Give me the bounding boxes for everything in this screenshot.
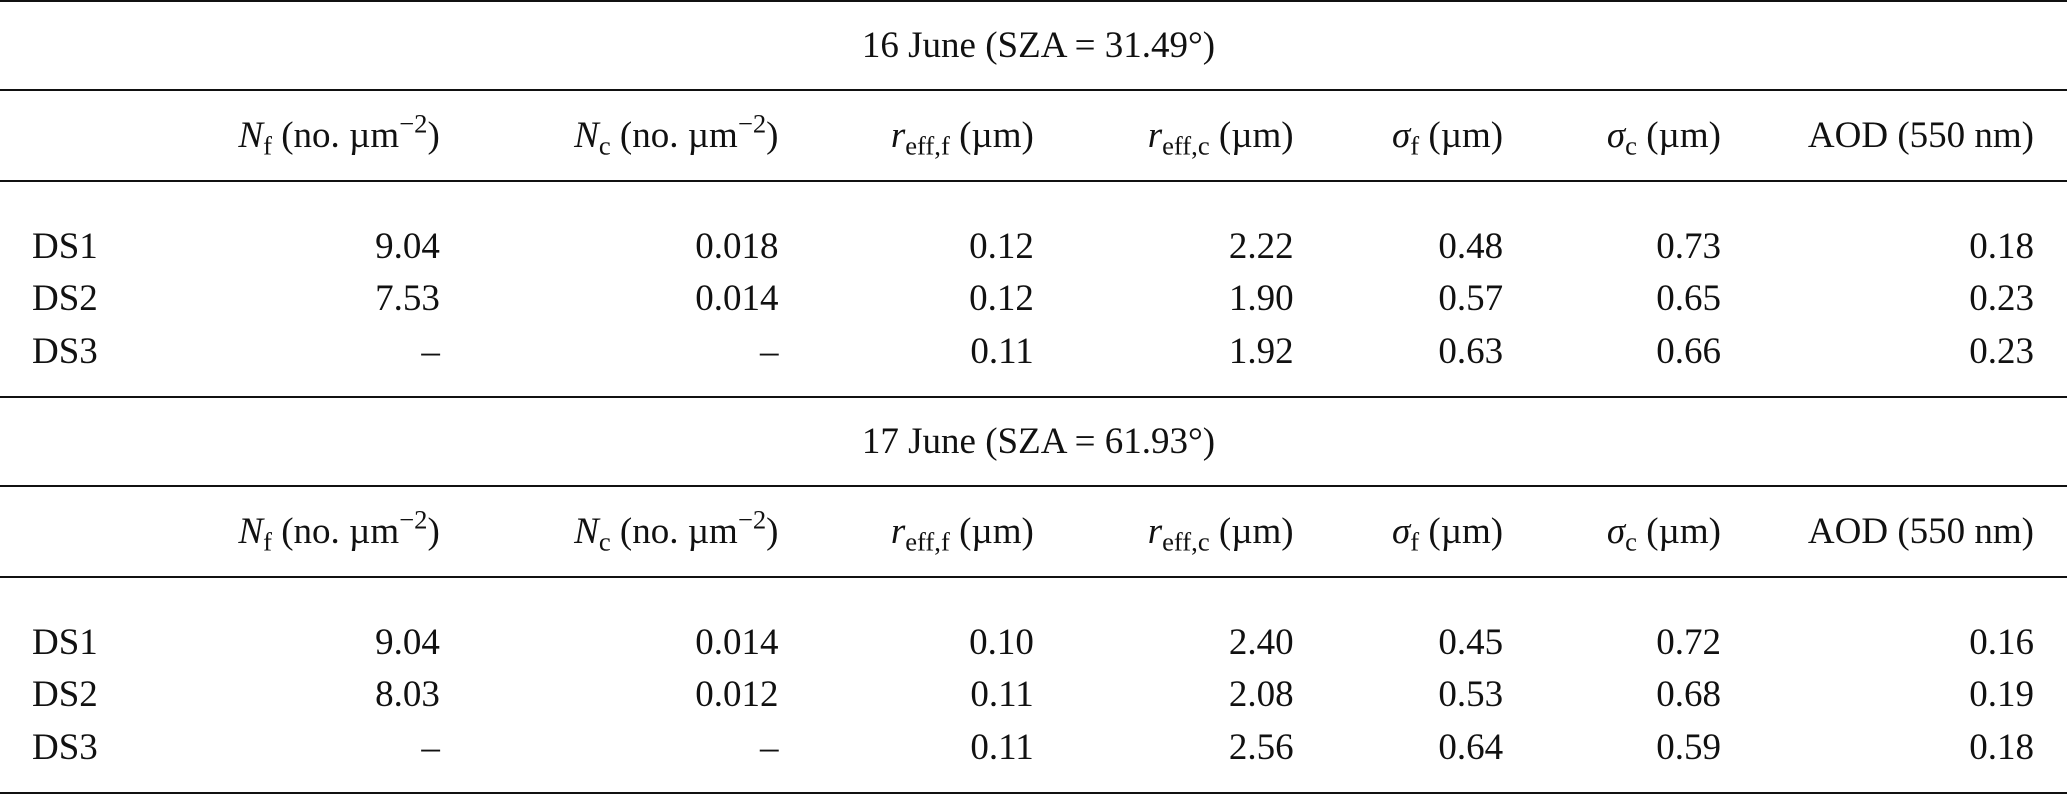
cell-reff-c: 2.08 — [1228, 673, 1294, 715]
header-sigma-c: σc (µm) — [1533, 90, 1751, 182]
header-empty — [0, 486, 140, 578]
cell-sigma-c: 0.59 — [1533, 722, 1751, 794]
header-reff-c: reff,c (µm) — [1063, 90, 1324, 182]
table-row: DS1 9.04 0.014 0.10 2.40 0.45 0.72 0.16 — [0, 577, 2067, 666]
cell-reff-c: 1.90 — [1228, 277, 1294, 319]
cell-reff-f: 0.11 — [808, 722, 1064, 794]
column-header-row: Nf (no. µm−2) Nc (no. µm−2) reff,f (µm) … — [0, 90, 2067, 182]
table-row: DS1 9.04 0.018 0.12 2.22 0.48 0.73 0.18 — [0, 181, 2067, 270]
row-label: DS3 — [0, 722, 140, 794]
header-nc: Nc (no. µm−2) — [469, 90, 809, 182]
header-sigma-c: σc (µm) — [1533, 486, 1751, 578]
cell-sigma-f: 0.64 — [1323, 722, 1534, 794]
header-sigma-f: σf (µm) — [1323, 90, 1534, 182]
cell-sigma-c: 0.65 — [1656, 277, 1721, 319]
header-reff-f: reff,f (µm) — [808, 90, 1064, 182]
column-header-row: Nf (no. µm−2) Nc (no. µm−2) reff,f (µm) … — [0, 486, 2067, 578]
header-nf: Nf (no. µm−2) — [139, 90, 470, 182]
section-title-row: 16 June (SZA = 31.49°) — [0, 0, 2067, 91]
section-title-row: 17 June (SZA = 61.93°) — [0, 396, 2067, 487]
cell-sigma-c: 0.72 — [1656, 622, 1721, 663]
cell-nf: – — [139, 326, 470, 398]
cell-reff-c: 2.22 — [1228, 226, 1294, 267]
cell-nf: 8.03 — [375, 673, 440, 715]
cell-nc: 0.018 — [695, 226, 779, 267]
cell-reff-f: 0.12 — [969, 277, 1034, 319]
cell-reff-f: 0.12 — [969, 226, 1034, 267]
row-label: DS2 — [32, 673, 98, 715]
cell-nf: 9.04 — [375, 622, 440, 663]
cell-sigma-f: 0.57 — [1438, 277, 1504, 319]
row-label: DS1 — [32, 622, 98, 663]
cell-nc: 0.014 — [695, 622, 779, 663]
section-title: 17 June (SZA = 61.93°) — [0, 396, 2067, 487]
cell-sigma-f: 0.45 — [1438, 622, 1504, 663]
table-row: DS2 8.03 0.012 0.11 2.08 0.53 0.68 0.19 — [0, 666, 2067, 722]
cell-sigma-f: 0.63 — [1323, 326, 1534, 398]
cell-nf: – — [139, 722, 470, 794]
cell-nf: 9.04 — [375, 226, 440, 267]
header-sigma-f: σf (µm) — [1323, 486, 1534, 578]
cell-reff-f: 0.10 — [969, 622, 1034, 663]
cell-nc: 0.012 — [695, 673, 779, 715]
cell-nc: 0.014 — [695, 277, 779, 319]
cell-aod: 0.23 — [1969, 277, 2034, 319]
header-reff-c: reff,c (µm) — [1063, 486, 1324, 578]
section-title: 16 June (SZA = 31.49°) — [0, 0, 2067, 91]
table-row: DS3 – – 0.11 2.56 0.64 0.59 0.18 — [0, 722, 2067, 794]
cell-reff-f: 0.11 — [808, 326, 1064, 398]
cell-reff-c: 2.40 — [1228, 622, 1294, 663]
header-aod: AOD (550 nm) — [1750, 486, 2067, 578]
cell-sigma-f: 0.48 — [1438, 226, 1504, 267]
cell-sigma-f: 0.53 — [1438, 673, 1504, 715]
header-empty — [0, 90, 140, 182]
cell-aod: 0.19 — [1969, 673, 2034, 715]
cell-nc: – — [469, 326, 809, 398]
cell-aod: 0.18 — [1750, 722, 2067, 794]
cell-aod: 0.18 — [1969, 226, 2034, 267]
cell-sigma-c: 0.68 — [1656, 673, 1721, 715]
row-label: DS1 — [32, 226, 98, 267]
cell-aod: 0.16 — [1969, 622, 2034, 663]
cell-nf: 7.53 — [375, 277, 440, 319]
cell-reff-c: 2.56 — [1063, 722, 1324, 794]
cell-aod: 0.23 — [1750, 326, 2067, 398]
row-label: DS3 — [0, 326, 140, 398]
cell-reff-c: 1.92 — [1063, 326, 1324, 398]
cell-sigma-c: 0.73 — [1656, 226, 1721, 267]
header-aod: AOD (550 nm) — [1750, 90, 2067, 182]
header-reff-f: reff,f (µm) — [808, 486, 1064, 578]
table-row: DS2 7.53 0.014 0.12 1.90 0.57 0.65 0.23 — [0, 270, 2067, 326]
cell-nc: – — [469, 722, 809, 794]
header-nf: Nf (no. µm−2) — [139, 486, 470, 578]
table-row: DS3 – – 0.11 1.92 0.63 0.66 0.23 — [0, 326, 2067, 398]
row-label: DS2 — [32, 277, 98, 319]
cell-sigma-c: 0.66 — [1533, 326, 1751, 398]
header-nc: Nc (no. µm−2) — [469, 486, 809, 578]
cell-reff-f: 0.11 — [970, 673, 1034, 715]
